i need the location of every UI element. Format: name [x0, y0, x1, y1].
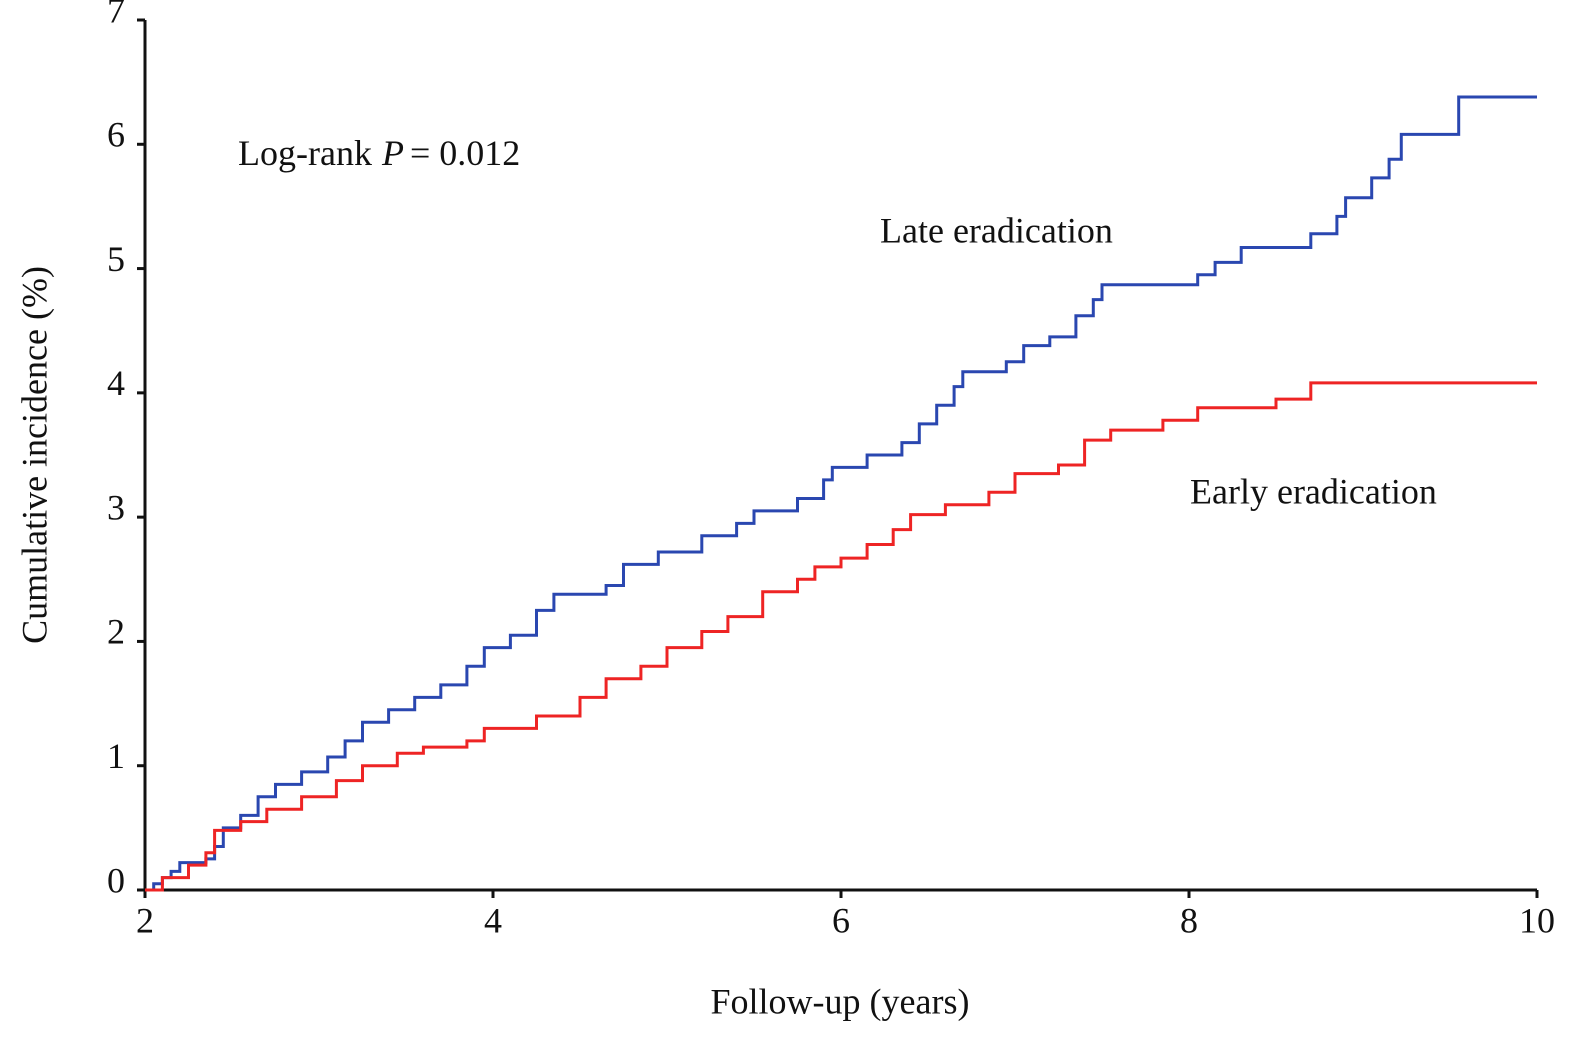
y-tick-label: 0	[107, 860, 125, 900]
y-tick-label: 3	[107, 487, 125, 527]
x-tick-label: 8	[1180, 900, 1198, 940]
x-tick-label: 10	[1519, 900, 1555, 940]
y-tick-label: 4	[107, 363, 125, 403]
line-series	[145, 95, 1537, 892]
x-tick-label: 2	[136, 900, 154, 940]
y-tick-label: 1	[107, 736, 125, 776]
annotation-value: = 0.012	[410, 133, 520, 173]
x-tick-label: 4	[484, 900, 502, 940]
annotation-text: Log-rank	[238, 133, 372, 173]
line-series	[145, 381, 1537, 892]
annotation-symbol: P	[381, 133, 404, 173]
annotation: Log-rank P = 0.012	[238, 133, 520, 173]
x-axis-title: Follow-up (years)	[711, 981, 970, 1021]
y-tick-label: 2	[107, 612, 125, 652]
y-tick-label: 6	[107, 115, 125, 155]
y-axis-title: Cumulative incidence (%)	[14, 266, 54, 644]
y-tick-label: 5	[107, 239, 125, 279]
x-tick-label: 6	[832, 900, 850, 940]
series-label: Early eradication	[1190, 471, 1437, 511]
series-label: Late eradication	[880, 210, 1113, 250]
y-tick-label: 7	[107, 0, 125, 30]
